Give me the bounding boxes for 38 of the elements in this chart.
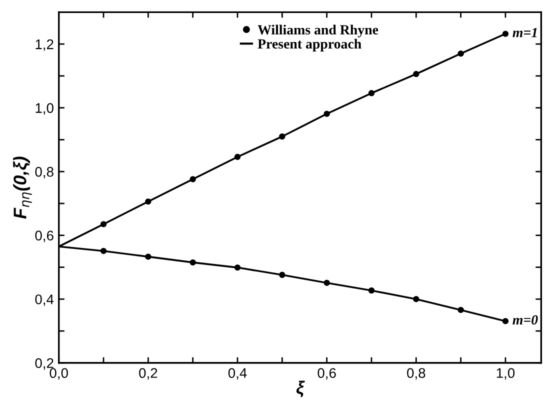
point xyxy=(458,306,464,314)
x-tick-label: 0,8 xyxy=(407,368,426,380)
point xyxy=(234,264,241,271)
point xyxy=(502,30,509,37)
point xyxy=(100,221,107,228)
point xyxy=(413,296,420,302)
point xyxy=(279,133,286,140)
legend-label: Williams and Rhyne xyxy=(258,24,378,38)
point xyxy=(502,318,509,324)
point xyxy=(100,248,107,254)
x-tick-label: 0,6 xyxy=(318,368,336,380)
point xyxy=(145,198,152,205)
x-axis-title: ξ xyxy=(296,380,305,398)
y-tick-label: 1,0 xyxy=(36,103,54,115)
point xyxy=(324,280,330,286)
legend-label: Present approach xyxy=(258,38,362,52)
point xyxy=(234,154,241,160)
y-tick-label: 1,2 xyxy=(36,39,54,51)
y-tick-label: 0,8 xyxy=(35,166,54,178)
point xyxy=(368,287,375,294)
x-tick-label: 0,4 xyxy=(228,368,247,380)
x-tick-label: 0,0 xyxy=(50,368,68,380)
y-axis-title: F$_{ηη}$(0,ξ) xyxy=(13,156,32,219)
point xyxy=(368,90,375,96)
point xyxy=(458,50,464,57)
annotation: m=0 xyxy=(512,315,538,325)
x-tick-label: 1,0 xyxy=(496,368,515,380)
point xyxy=(190,176,196,182)
point xyxy=(324,110,330,117)
annotation: m=1 xyxy=(512,28,537,38)
point xyxy=(145,254,152,260)
y-tick-label: 0,6 xyxy=(35,230,54,242)
point xyxy=(190,259,196,266)
point xyxy=(279,272,286,278)
y-tick-label: 0,4 xyxy=(35,294,54,306)
point xyxy=(413,70,420,78)
x-tick-label: 0,2 xyxy=(139,368,158,380)
y-tick-label: 0,2 xyxy=(35,358,54,370)
